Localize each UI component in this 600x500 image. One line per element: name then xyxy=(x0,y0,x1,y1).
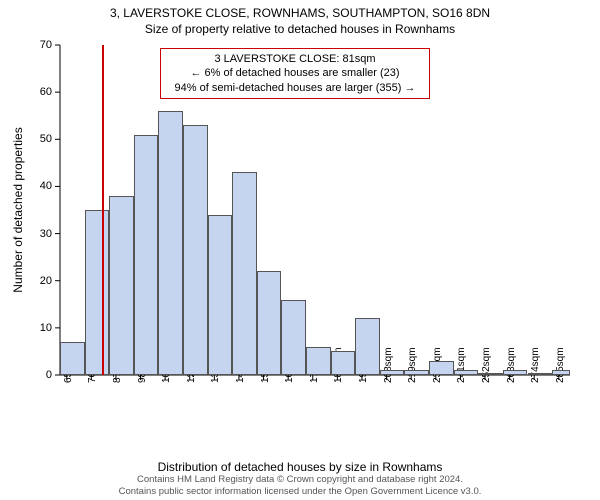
histogram-bar xyxy=(429,361,454,375)
histogram-bar xyxy=(331,351,356,375)
y-tick-label: 20 xyxy=(40,275,52,287)
annotation-line2: ← 6% of detached houses are smaller (23) xyxy=(167,66,423,80)
y-tick-label: 40 xyxy=(40,180,52,192)
y-axis-label: Number of detached properties xyxy=(11,127,25,292)
histogram-bar xyxy=(208,215,233,375)
plot-area: 3 LAVERSTOKE CLOSE: 81sqm ← 6% of detach… xyxy=(60,45,570,415)
y-tick-label: 30 xyxy=(40,228,52,240)
histogram-bar xyxy=(85,210,110,375)
x-axis-label: Distribution of detached houses by size … xyxy=(0,460,600,474)
x-tick-label: 208sqm xyxy=(383,347,394,383)
histogram-bar xyxy=(232,172,257,375)
histogram-bar xyxy=(158,111,183,375)
histogram-bar xyxy=(183,125,208,375)
histogram-bar xyxy=(478,373,503,375)
x-tick-label: 219sqm xyxy=(407,347,418,383)
x-tick-label: 274sqm xyxy=(530,347,541,383)
histogram-bar xyxy=(306,347,331,375)
annotation-line1: 3 LAVERSTOKE CLOSE: 81sqm xyxy=(167,52,423,66)
footer-attribution: Contains HM Land Registry data © Crown c… xyxy=(0,474,600,498)
histogram-bar xyxy=(404,370,429,375)
chart-title-line2: Size of property relative to detached ho… xyxy=(0,22,600,36)
histogram-bar xyxy=(380,370,405,375)
y-tick-label: 0 xyxy=(46,369,52,381)
histogram-bar xyxy=(503,370,528,375)
histogram-bar xyxy=(134,135,159,375)
annotation-line3: 94% of semi-detached houses are larger (… xyxy=(167,81,423,95)
footer-line1: Contains HM Land Registry data © Crown c… xyxy=(0,474,600,486)
histogram-bar xyxy=(552,370,570,375)
histogram-bar xyxy=(528,373,553,375)
x-tick-label: 241sqm xyxy=(456,347,467,383)
y-tick-label: 10 xyxy=(40,322,52,334)
annotation-box: 3 LAVERSTOKE CLOSE: 81sqm ← 6% of detach… xyxy=(160,48,430,99)
y-tick-label: 60 xyxy=(40,86,52,98)
footer-line2: Contains public sector information licen… xyxy=(0,486,600,498)
chart-container: 3, LAVERSTOKE CLOSE, ROWNHAMS, SOUTHAMPT… xyxy=(0,0,600,500)
property-marker-line xyxy=(102,45,104,375)
x-tick-label: 285sqm xyxy=(555,347,566,383)
y-tick-label: 50 xyxy=(40,133,52,145)
histogram-bar xyxy=(60,342,85,375)
y-tick-label: 70 xyxy=(40,39,52,51)
histogram-bar xyxy=(281,300,306,375)
histogram-bar xyxy=(355,318,380,375)
histogram-bar xyxy=(454,370,479,375)
x-tick-label: 252sqm xyxy=(481,347,492,383)
histogram-bar xyxy=(257,271,282,375)
x-tick-label: 263sqm xyxy=(506,347,517,383)
histogram-bar xyxy=(109,196,134,375)
chart-title-line1: 3, LAVERSTOKE CLOSE, ROWNHAMS, SOUTHAMPT… xyxy=(0,6,600,20)
